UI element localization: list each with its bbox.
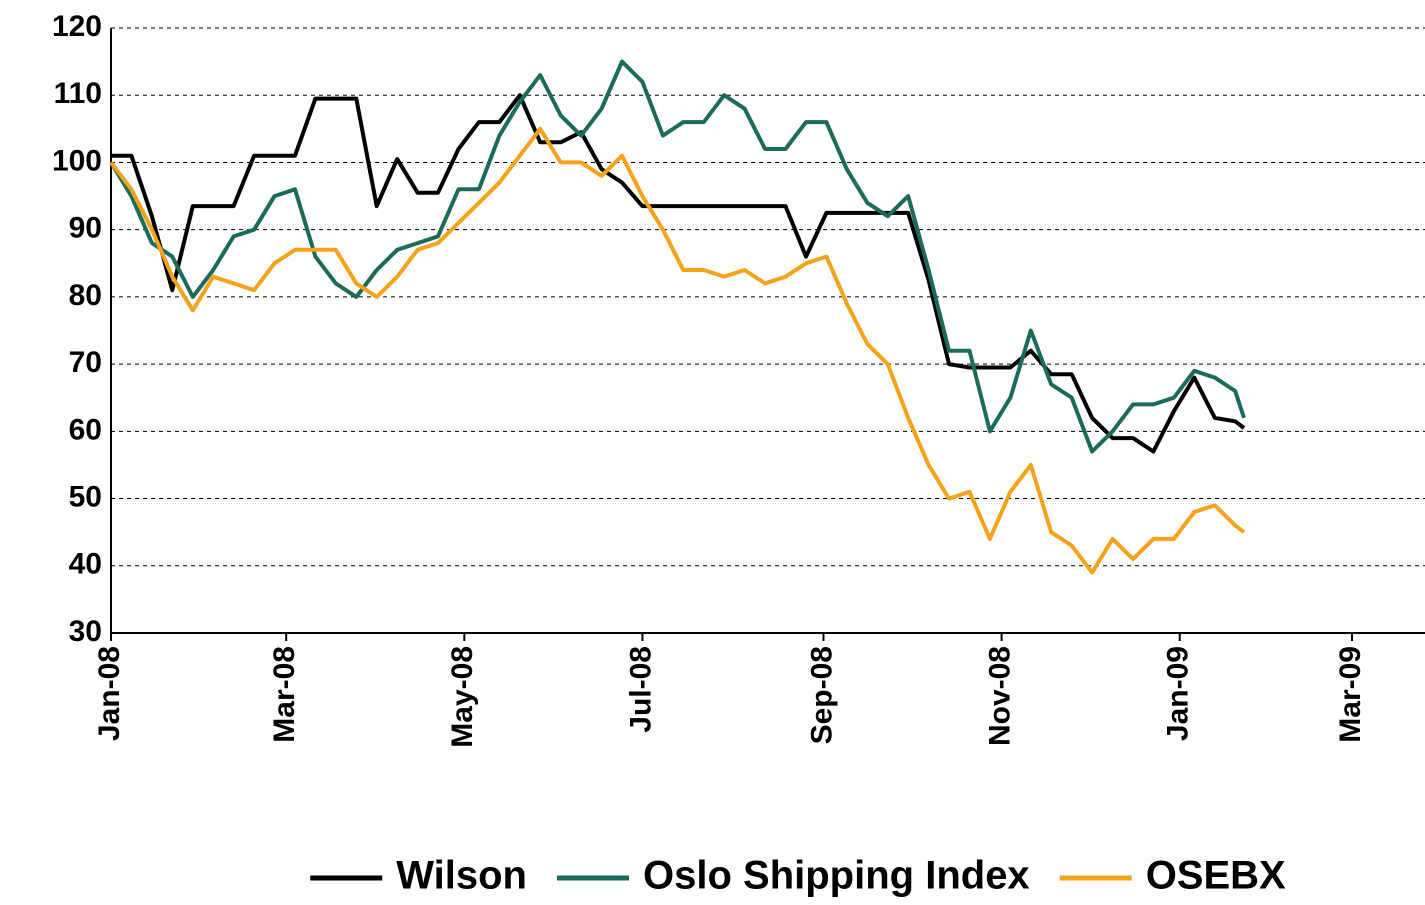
y-tick-label: 50 <box>69 480 102 513</box>
x-tick-label: Sep-08 <box>805 646 838 744</box>
y-tick-label: 70 <box>69 346 102 379</box>
x-tick-label: Jan-08 <box>93 646 126 741</box>
y-tick-label: 80 <box>69 279 102 312</box>
series-line <box>109 126 1246 575</box>
x-tick-label: Jul-08 <box>624 646 657 733</box>
y-tick-label: 120 <box>52 10 102 43</box>
series-line <box>111 93 1246 454</box>
y-tick-label: 110 <box>54 77 102 110</box>
x-tick-label: Jan-09 <box>1162 646 1195 741</box>
y-tick-label: 30 <box>69 615 102 648</box>
series-line <box>109 59 1246 454</box>
legend-label: OSEBX <box>1146 854 1286 898</box>
y-tick-label: 90 <box>69 212 102 245</box>
legend-label: Wilson <box>396 854 527 898</box>
legend-label: Oslo Shipping Index <box>643 854 1030 898</box>
x-tick-label: May-08 <box>446 646 479 748</box>
y-tick-label: 100 <box>52 144 102 177</box>
y-tick-label: 60 <box>69 413 102 446</box>
x-tick-label: Nov-08 <box>984 646 1017 746</box>
y-tick-label: 40 <box>69 548 102 581</box>
x-tick-label: Mar-08 <box>268 646 301 743</box>
x-tick-label: Mar-09 <box>1334 646 1367 743</box>
